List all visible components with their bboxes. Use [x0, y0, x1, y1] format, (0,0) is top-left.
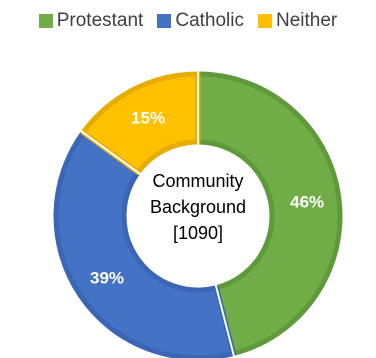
legend-label-catholic: Catholic	[175, 10, 244, 31]
chart-legend: Protestant Catholic Neither	[0, 10, 376, 32]
legend-item-protestant: Protestant	[38, 10, 144, 32]
donut-slices	[53, 71, 343, 358]
data-label-neither: 15%	[131, 108, 165, 127]
legend-label-protestant: Protestant	[56, 10, 144, 31]
legend-swatch-neither	[258, 14, 272, 28]
center-label-line-1: Community	[152, 171, 244, 191]
data-label-catholic: 39%	[90, 268, 124, 287]
data-label-protestant: 46%	[290, 193, 324, 212]
legend-swatch-protestant	[38, 14, 53, 28]
slice-separator	[214, 284, 236, 357]
donut-slice-protestant	[195, 71, 343, 357]
donut-slice-catholic	[53, 130, 236, 358]
donut-center-label: Community Background [1090]	[118, 168, 278, 246]
legend-label-neither: Neither	[276, 10, 338, 31]
legend-item-catholic: Catholic	[157, 10, 244, 32]
donut-data-labels: 46% 39% 15%	[90, 108, 324, 287]
legend-item-neither: Neither	[258, 10, 337, 32]
center-label-line-3: [1090]	[172, 223, 224, 243]
legend-swatch-catholic	[157, 14, 172, 28]
center-label-line-2: Background	[149, 197, 247, 217]
slice-separator	[80, 129, 142, 176]
